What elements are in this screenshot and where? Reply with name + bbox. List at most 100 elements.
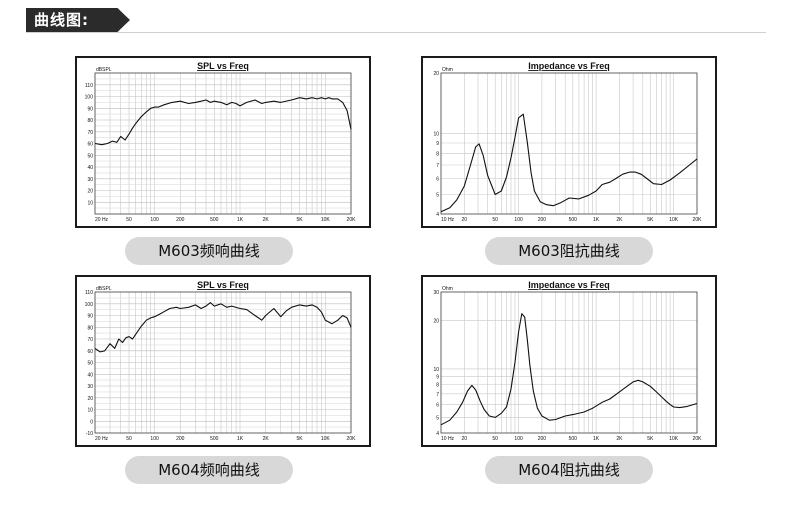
x-tick-label: 100	[150, 217, 159, 223]
x-tick-label: 20 Hz	[95, 436, 109, 442]
x-tick-label: 10K	[669, 436, 679, 442]
x-tick-label: 2K	[263, 436, 270, 442]
caption-m604-frequency-response: M604频响曲线	[125, 456, 293, 484]
y-tick-label: 40	[87, 372, 93, 378]
y-tick-label: 20	[433, 71, 439, 77]
y-tick-label: 90	[87, 314, 93, 320]
y-axis-label: dBSPL	[96, 286, 112, 292]
x-tick-label: 20K	[347, 217, 357, 223]
y-tick-label: 5	[436, 415, 439, 421]
y-axis-label: dBSPL	[96, 67, 112, 73]
y-tick-label: 4	[436, 431, 439, 437]
header-divider	[26, 32, 766, 33]
y-tick-label: 10	[87, 408, 93, 414]
plot-frame	[440, 291, 698, 434]
y-tick-label: 60	[87, 142, 93, 148]
y-tick-label: 90	[87, 106, 93, 112]
plot-frame	[440, 72, 698, 215]
series-line	[94, 302, 352, 353]
spl-chart-m603: SPL vs Freq dBSPL 10 20 30 40 50 60 70 80 90 100 110…	[75, 56, 371, 228]
plot-frame	[94, 291, 352, 434]
x-tick-label: 50	[492, 217, 498, 223]
y-tick-label: 20	[87, 396, 93, 402]
chart-title: Impedance vs Freq	[528, 61, 610, 71]
x-tick-label: 10 Hz	[441, 436, 455, 442]
chart-svg-imp2: Impedance vs Freq Ohm 4 5 6 7 8 910 20 30 10 Hz 20 5…	[433, 280, 703, 442]
chart-svg-imp1: Impedance vs Freq Ohm 4 5 6 7 8 9 10 20 10 Hz 20 50 1…	[433, 61, 703, 223]
chart-title: Impedance vs Freq	[528, 280, 610, 290]
x-tick-label: 20	[462, 217, 468, 223]
section-title: 曲线图:	[26, 8, 130, 32]
y-tick-label: 30	[433, 290, 439, 296]
x-tick-label: 50	[126, 436, 132, 442]
x-tick-label: 5K	[297, 217, 304, 223]
y-tick-label: 20	[87, 189, 93, 195]
x-tick-label: 500	[569, 436, 578, 442]
y-tick-label: 100	[85, 95, 94, 101]
y-tick-label: 5	[436, 193, 439, 199]
y-tick-label: 40	[87, 165, 93, 171]
y-tick-label: 6	[436, 403, 439, 409]
x-tick-label: 1K	[593, 217, 600, 223]
chart-title: SPL vs Freq	[197, 280, 249, 290]
y-tick-label: 6	[436, 177, 439, 183]
spl-chart-m604: SPL vs Freq dBSPL -10 0 10 20 30 40 50 60 70 80 90 10…	[75, 275, 371, 447]
x-tick-label: 500	[210, 217, 219, 223]
x-tick-label: 10 Hz	[441, 217, 455, 223]
x-tick-label: 2K	[616, 436, 623, 442]
x-tick-label: 200	[176, 436, 185, 442]
x-tick-label: 10K	[321, 217, 331, 223]
y-tick-label: 4	[436, 212, 439, 218]
x-tick-label: 200	[176, 217, 185, 223]
y-axis-label: Ohm	[442, 67, 453, 73]
y-tick-label: 50	[87, 361, 93, 367]
y-tick-label: -10	[86, 431, 93, 437]
x-tick-label: 100	[150, 436, 159, 442]
chart-title: SPL vs Freq	[197, 61, 249, 71]
x-tick-label: 100	[514, 217, 523, 223]
y-tick-label: 50	[87, 153, 93, 159]
x-tick-label: 20K	[693, 217, 703, 223]
y-tick-label: 7	[436, 163, 439, 169]
caption-m603-frequency-response: M603频响曲线	[125, 237, 293, 265]
y-tick-label: 10	[87, 200, 93, 206]
x-tick-label: 20 Hz	[95, 217, 109, 223]
x-tick-label: 50	[126, 217, 132, 223]
y-tick-label: 9	[436, 141, 439, 147]
y-tick-label: 100	[85, 302, 94, 308]
x-tick-label: 5K	[647, 436, 654, 442]
x-tick-label: 1K	[237, 436, 244, 442]
x-tick-label: 20	[462, 436, 468, 442]
x-tick-label: 200	[538, 217, 547, 223]
caption-m603-impedance: M603阻抗曲线	[485, 237, 653, 265]
x-tick-label: 10K	[321, 436, 331, 442]
y-tick-label: 0	[90, 419, 93, 425]
y-tick-label: 9	[436, 374, 439, 380]
y-tick-label: 7	[436, 392, 439, 398]
x-tick-label: 200	[538, 436, 547, 442]
chart-svg-spl2: SPL vs Freq dBSPL -10 0 10 20 30 40 50 60 70 80 90 10…	[85, 280, 357, 442]
x-tick-label: 50	[492, 436, 498, 442]
y-tick-label: 70	[87, 130, 93, 136]
y-tick-label: 70	[87, 337, 93, 343]
x-tick-label: 5K	[647, 217, 654, 223]
series-line	[440, 113, 698, 213]
y-tick-label: 80	[87, 118, 93, 124]
x-tick-label: 2K	[616, 217, 623, 223]
y-tick-label: 60	[87, 349, 93, 355]
y-tick-label: 30	[87, 177, 93, 183]
y-tick-label: 30	[87, 384, 93, 390]
x-tick-label: 20K	[347, 436, 357, 442]
x-tick-label: 20K	[693, 436, 703, 442]
x-tick-label: 2K	[263, 217, 270, 223]
x-tick-label: 500	[569, 217, 578, 223]
y-tick-label: 20	[433, 318, 439, 324]
y-tick-label: 110	[85, 290, 93, 296]
x-tick-label: 500	[210, 436, 219, 442]
impedance-chart-m603: Impedance vs Freq Ohm 4 5 6 7 8 9 10 20 10 Hz 20 50 1…	[421, 56, 717, 228]
caption-m604-impedance: M604阻抗曲线	[485, 456, 653, 484]
y-tick-label: 10	[433, 367, 439, 373]
y-tick-label: 8	[436, 383, 439, 389]
y-tick-label: 80	[87, 325, 93, 331]
y-tick-label: 10	[433, 132, 439, 138]
